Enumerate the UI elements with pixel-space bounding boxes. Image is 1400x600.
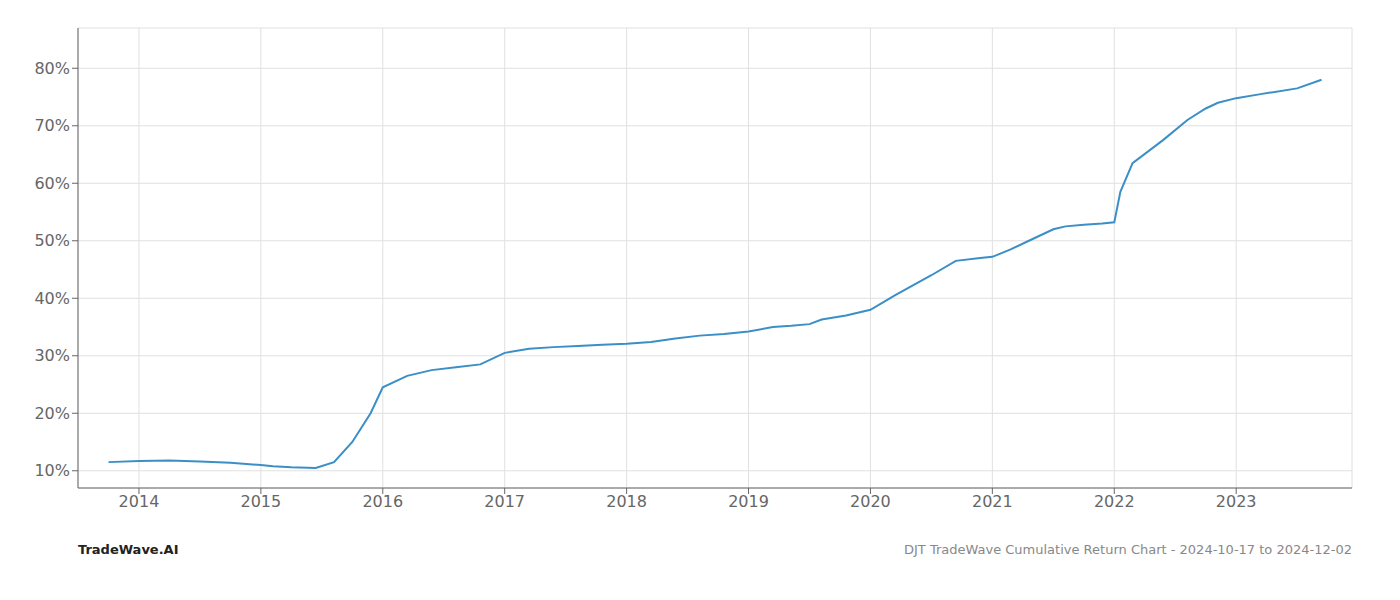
svg-text:10%: 10% [34, 461, 70, 480]
svg-text:20%: 20% [34, 404, 70, 423]
svg-text:2018: 2018 [606, 492, 647, 511]
svg-text:2019: 2019 [728, 492, 769, 511]
svg-text:30%: 30% [34, 346, 70, 365]
svg-text:80%: 80% [34, 59, 70, 78]
svg-text:50%: 50% [34, 231, 70, 250]
svg-text:2020: 2020 [850, 492, 891, 511]
svg-text:2014: 2014 [119, 492, 160, 511]
svg-text:2021: 2021 [972, 492, 1013, 511]
svg-text:2022: 2022 [1094, 492, 1135, 511]
svg-text:2023: 2023 [1216, 492, 1257, 511]
svg-text:2015: 2015 [241, 492, 282, 511]
svg-text:60%: 60% [34, 174, 70, 193]
svg-text:70%: 70% [34, 116, 70, 135]
svg-text:2016: 2016 [362, 492, 403, 511]
svg-text:2017: 2017 [484, 492, 525, 511]
html-text:DJT TradeWave Cumulative Retur: DJT TradeWave Cumulative Return Chart - … [904, 542, 1352, 557]
html-text:TradeWave.AI: TradeWave.AI [78, 542, 179, 557]
svg-text:40%: 40% [34, 289, 70, 308]
